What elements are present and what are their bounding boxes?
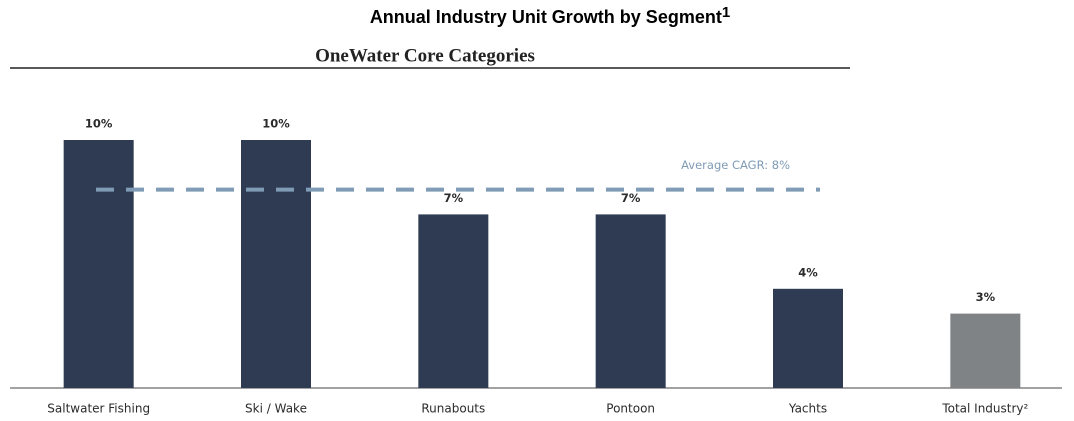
x-tick-label: Yachts [788, 402, 827, 416]
bar [63, 140, 134, 388]
x-tick-label: Runabouts [421, 402, 485, 416]
x-tick-label: Ski / Wake [245, 402, 307, 416]
bar [950, 313, 1021, 388]
bar [595, 214, 666, 388]
value-label: 10% [262, 117, 290, 131]
x-tick-label: Total Industry² [941, 402, 1028, 416]
value-label: 7% [444, 191, 464, 205]
value-label: 3% [976, 290, 996, 304]
title-footnote: 1 [722, 4, 730, 21]
chart-subtitle: OneWater Core Categories [315, 45, 535, 66]
value-label: 7% [621, 191, 641, 205]
chart-title-group: Annual Industry Unit Growth by Segment1 [370, 4, 730, 27]
value-label: 10% [85, 117, 113, 131]
x-tick-label: Pontoon [606, 402, 655, 416]
bar [773, 288, 843, 388]
bar [241, 140, 311, 388]
average-label: Average CAGR: 8% [681, 158, 790, 172]
chart-title: Annual Industry Unit Growth by Segment [370, 7, 722, 27]
x-tick-label: Saltwater Fishing [47, 402, 150, 416]
value-label: 4% [798, 265, 818, 279]
bar [418, 214, 489, 388]
